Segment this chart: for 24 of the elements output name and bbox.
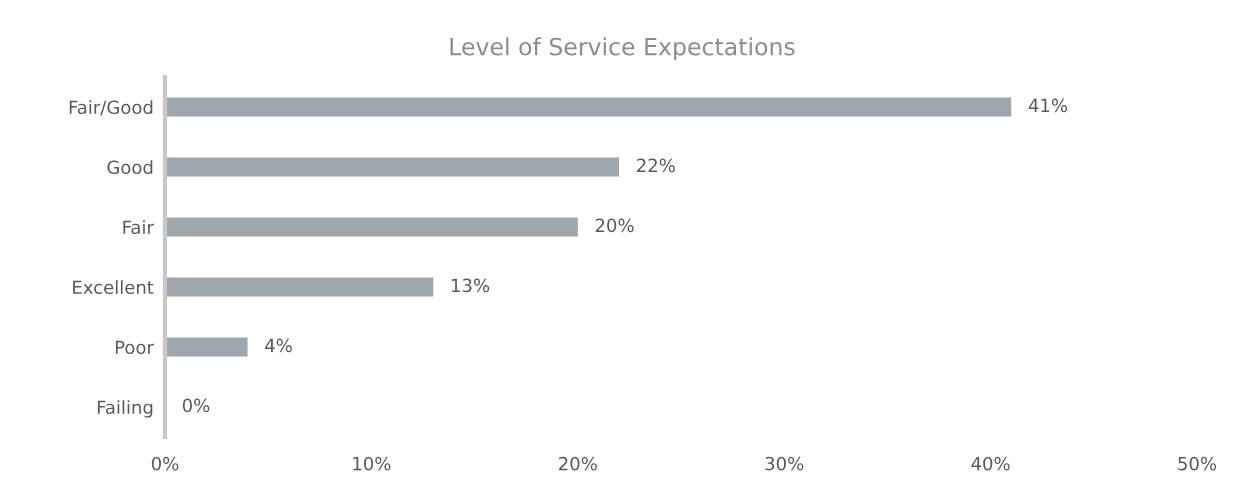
bar <box>165 97 1012 117</box>
x-tick-label: 50% <box>1178 456 1217 471</box>
data-label: 13% <box>451 278 490 293</box>
y-tick-label: Excellent <box>73 280 154 295</box>
chart-title: Level of Service Expectations <box>450 37 795 61</box>
data-label: 22% <box>637 158 675 173</box>
y-tick-label: Fair <box>123 220 154 235</box>
y-tick-label: Fair/Good <box>69 100 153 116</box>
x-tick-label: 20% <box>559 456 597 471</box>
y-tick-label: Poor <box>115 340 154 355</box>
x-tick-label: 0% <box>151 456 179 471</box>
bar <box>165 157 620 177</box>
x-tick-label: 40% <box>971 456 1010 471</box>
y-tick-label: Good <box>107 160 153 175</box>
data-label: 0% <box>182 398 210 413</box>
bar <box>165 337 248 357</box>
y-tick-label: Failing <box>97 400 153 418</box>
bar <box>165 217 578 237</box>
data-label: 4% <box>265 338 292 353</box>
bar <box>165 277 434 297</box>
data-label: 41% <box>1028 98 1068 113</box>
data-label: 20% <box>595 218 634 233</box>
x-tick-label: 30% <box>765 456 804 471</box>
x-tick-label: 10% <box>353 456 391 471</box>
